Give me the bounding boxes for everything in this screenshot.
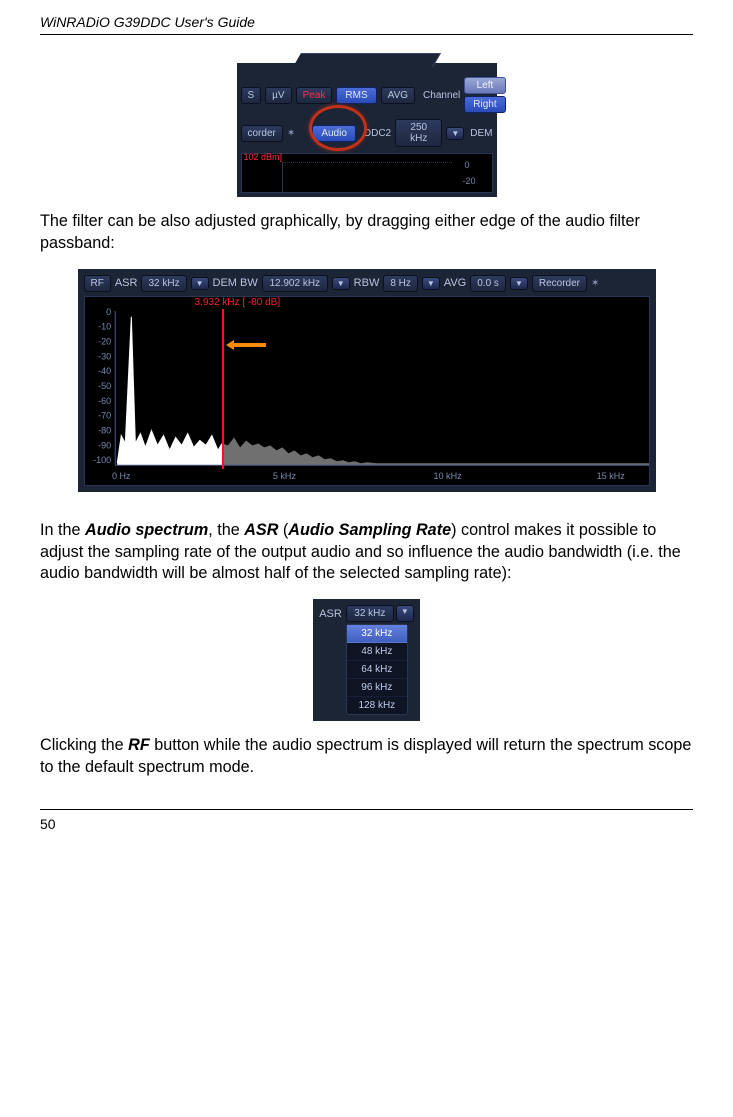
svg-text:0 Hz: 0 Hz bbox=[111, 471, 130, 481]
page-number: 50 bbox=[40, 809, 693, 832]
screenshot-asr-dropdown: ASR 32 kHz ▼ 32 kHz 48 kHz 64 kHz 96 kHz… bbox=[313, 599, 420, 721]
btn-left[interactable]: Left bbox=[464, 77, 505, 94]
axis-tick-20: -20 bbox=[462, 176, 475, 186]
paragraph-filter-drag: The filter can be also adjusted graphica… bbox=[40, 211, 693, 255]
asr-option[interactable]: 64 kHz bbox=[347, 661, 407, 679]
rbw-value[interactable]: 8 Hz bbox=[383, 275, 418, 292]
chevron-down-icon[interactable]: ▼ bbox=[422, 277, 440, 290]
svg-text:-70: -70 bbox=[98, 410, 111, 420]
btn-rf[interactable]: RF bbox=[84, 275, 111, 292]
asr-selected[interactable]: 32 kHz bbox=[346, 605, 394, 622]
axis-tick-0: 0 bbox=[464, 160, 469, 170]
asr-option[interactable]: 32 kHz bbox=[347, 625, 407, 643]
spectrum-outband bbox=[221, 437, 648, 465]
gear-icon[interactable]: ✶ bbox=[591, 278, 599, 289]
paragraph-rf-button: Clicking the RF button while the audio s… bbox=[40, 735, 693, 779]
svg-text:-100: -100 bbox=[93, 455, 111, 465]
btn-recorder[interactable]: Recorder bbox=[532, 275, 587, 292]
spectrum-inband bbox=[117, 317, 222, 465]
chevron-down-icon[interactable]: ▼ bbox=[510, 277, 528, 290]
asr-value[interactable]: 32 kHz bbox=[141, 275, 186, 292]
svg-text:-60: -60 bbox=[98, 396, 111, 406]
page-header: WiNRADiO G39DDC User's Guide bbox=[40, 0, 693, 35]
btn-s[interactable]: S bbox=[241, 87, 262, 104]
svg-text:-30: -30 bbox=[98, 351, 111, 361]
cursor-readout: 3.932 kHz [ -80 dB] bbox=[195, 297, 281, 308]
label-rbw: RBW bbox=[354, 277, 380, 289]
svg-text:-10: -10 bbox=[98, 321, 111, 331]
cursor-readout: 102 dBm] bbox=[244, 152, 283, 162]
red-highlight-circle bbox=[309, 105, 367, 151]
asr-option[interactable]: 96 kHz bbox=[347, 679, 407, 697]
svg-text:0: 0 bbox=[106, 307, 111, 317]
btn-recorder-crop[interactable]: corder bbox=[241, 125, 283, 142]
gear-icon[interactable]: ✶ bbox=[287, 128, 295, 139]
label-dem: DEM bbox=[470, 128, 492, 139]
svg-text:10 kHz: 10 kHz bbox=[433, 471, 462, 481]
btn-right[interactable]: Right bbox=[464, 96, 505, 113]
svg-text:-40: -40 bbox=[98, 366, 111, 376]
label-avg: AVG bbox=[444, 277, 466, 289]
chevron-down-icon[interactable]: ▼ bbox=[332, 277, 350, 290]
btn-avg[interactable]: AVG bbox=[381, 87, 415, 104]
avg-value[interactable]: 0.0 s bbox=[470, 275, 506, 292]
screenshot-audio-spectrum: RF ASR 32 kHz ▼ DEM BW 12.902 kHz ▼ RBW … bbox=[78, 269, 656, 492]
label-ddc2: DDC2 bbox=[364, 128, 391, 139]
mini-axis: 102 dBm] 0 -20 bbox=[241, 153, 493, 193]
svg-text:-80: -80 bbox=[98, 425, 111, 435]
chevron-down-icon[interactable]: ▼ bbox=[396, 605, 414, 622]
asr-option[interactable]: 128 kHz bbox=[347, 697, 407, 714]
svg-text:-20: -20 bbox=[98, 336, 111, 346]
svg-text:15 kHz: 15 kHz bbox=[596, 471, 625, 481]
ddc-bw-value[interactable]: 250 kHz bbox=[395, 119, 442, 147]
drag-arrow-icon bbox=[226, 340, 266, 350]
chevron-down-icon[interactable]: ▼ bbox=[191, 277, 209, 290]
svg-text:-90: -90 bbox=[98, 440, 111, 450]
svg-text:5 kHz: 5 kHz bbox=[272, 471, 296, 481]
asr-option[interactable]: 48 kHz bbox=[347, 643, 407, 661]
svg-text:-50: -50 bbox=[98, 381, 111, 391]
screenshot-toolbar-audio: S µV Peak RMS AVG Channel Left Right cor… bbox=[237, 63, 497, 197]
dembw-value[interactable]: 12.902 kHz bbox=[262, 275, 328, 292]
spectrum-svg: 0 -10 -20 -30 -40 -50 -60 -70 -80 -90 -1… bbox=[85, 297, 649, 485]
chevron-down-icon[interactable]: ▼ bbox=[446, 127, 464, 140]
label-channel: Channel bbox=[423, 90, 460, 101]
paragraph-asr: In the Audio spectrum, the ASR (Audio Sa… bbox=[40, 520, 693, 586]
btn-rms[interactable]: RMS bbox=[336, 87, 376, 104]
spectrum-display[interactable]: 0 -10 -20 -30 -40 -50 -60 -70 -80 -90 -1… bbox=[84, 296, 650, 486]
btn-peak[interactable]: Peak bbox=[296, 87, 333, 104]
btn-uv[interactable]: µV bbox=[265, 87, 291, 104]
label-dembw: DEM BW bbox=[213, 277, 258, 289]
asr-options-list: 32 kHz 48 kHz 64 kHz 96 kHz 128 kHz bbox=[346, 624, 408, 715]
label-asr: ASR bbox=[319, 605, 342, 620]
label-asr: ASR bbox=[115, 277, 138, 289]
filter-edge-line[interactable] bbox=[222, 309, 224, 469]
